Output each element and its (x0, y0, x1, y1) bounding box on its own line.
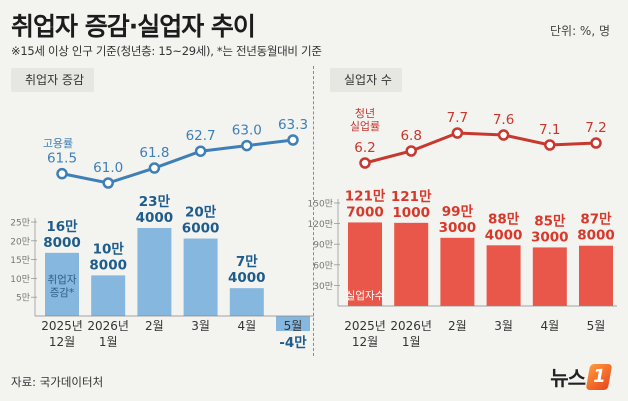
footnote: ※15세 이상 인구 기준(청년층: 15~29세), *는 전년동월대비 기준 (11, 44, 322, 58)
emp-bar (91, 275, 126, 316)
emp-bar (137, 228, 172, 316)
unemp-bar (486, 245, 521, 306)
emp-line-value-label: 61.5 (47, 151, 77, 167)
emp-line-series-label: 고용률 (43, 137, 73, 150)
emp-category-label: 3월 (191, 319, 210, 333)
emp-line-value-label: 61.8 (139, 145, 169, 161)
panel-label-unemployed: 실업자 수 (330, 68, 402, 92)
unemp-category-label: 2025년 12월 (344, 319, 386, 349)
emp-line-point (148, 162, 161, 174)
logo-text: 뉴스 (550, 366, 586, 390)
unemp-tick-label: 30만 (313, 281, 333, 292)
unemp-bar (394, 222, 429, 306)
emp-bar-value-label: -4만 (279, 335, 307, 351)
panel-label-employment: 취업자 증감 (11, 68, 95, 92)
unemp-tick-label: 90만 (313, 240, 333, 251)
unit-label: 단위: %, 명 (549, 24, 610, 38)
unemp-category-label: 4월 (540, 319, 559, 333)
emp-line-point (56, 167, 68, 180)
unemp-line-point (451, 127, 464, 139)
page-title: 취업자 증감·실업자 추이 (11, 12, 256, 41)
emp-line-point (102, 177, 114, 189)
unemp-line-value-label: 7.6 (493, 112, 514, 128)
unemp-bar-value-label: 121만 7000 (345, 188, 386, 220)
unemp-line-point (497, 129, 510, 141)
panel-divider (313, 66, 314, 356)
emp-tick-label: 10만 (10, 274, 30, 285)
emp-line-point (241, 139, 253, 152)
emp-line-value-label: 63.0 (232, 123, 262, 139)
emp-bar-value-label: 23만 4000 (136, 194, 174, 226)
unemp-line-point (359, 157, 371, 169)
emp-bar (229, 288, 264, 316)
emp-category-label: 2025년 12월 (41, 319, 83, 349)
emp-category-label: 2월 (145, 319, 164, 333)
unemp-bar-value-label: 85만 3000 (531, 213, 569, 245)
emp-category-label: 5월 (284, 319, 303, 333)
unemp-category-label: 3월 (494, 319, 513, 333)
logo-badge: 1 (585, 363, 613, 390)
emp-tick-label: 25만 (10, 218, 30, 229)
unemp-bar-value-label: 87만 8000 (577, 212, 615, 244)
emp-tick-label: 5만 (16, 293, 30, 304)
emp-bar-value-label: 7만 4000 (228, 254, 266, 286)
emp-bar-value-label: 20만 6000 (182, 205, 220, 237)
emp-category-label: 2026년 1월 (87, 319, 129, 349)
emp-line-point (287, 134, 299, 146)
unemp-line-series-label: 청년 실업률 (350, 107, 380, 133)
unemp-tick-label: 150만 (308, 199, 333, 210)
emp-bar (183, 238, 218, 316)
unemp-bar-value-label: 121만 1000 (391, 189, 432, 221)
unemp-category-label: 2026년 1월 (390, 319, 432, 349)
unemp-line-value-label: 7.2 (585, 120, 606, 136)
emp-line-value-label: 62.7 (186, 128, 216, 144)
unemp-bar (579, 245, 613, 306)
unemp-category-label: 2월 (448, 319, 467, 333)
unemp-bar (532, 247, 567, 306)
emp-bar-value-label: 16만 8000 (43, 219, 81, 251)
emp-line-value-label: 63.3 (278, 117, 308, 133)
unemp-bar (348, 222, 382, 306)
unemp-line-point (590, 137, 602, 149)
unemp-line-point (405, 145, 417, 157)
emp-bar (276, 316, 310, 332)
unemp-tick-label: 60만 (313, 260, 333, 271)
unemp-line-value-label: 7.7 (447, 110, 468, 126)
news1-logo: 뉴스 1 (550, 362, 613, 391)
unemp-bar-value-label: 99만 3000 (439, 204, 477, 236)
emp-tick-label: 20만 (10, 236, 30, 247)
emp-bar-series-label: 취업자 증감* (48, 273, 77, 299)
unemp-line-point (544, 139, 556, 151)
unemp-bar-series-label: 실업자수 (346, 289, 385, 302)
emp-line-series (61, 138, 294, 185)
emp-line-point (194, 145, 207, 157)
emp-category-label: 4월 (237, 319, 256, 333)
unemp-line-value-label: 7.1 (539, 122, 560, 138)
emp-line-value-label: 61.0 (93, 160, 123, 176)
unemp-line-value-label: 6.8 (400, 128, 421, 144)
unemp-tick-label: 120만 (308, 219, 333, 230)
unemp-line-value-label: 6.2 (354, 140, 375, 156)
unemp-category-label: 5월 (587, 319, 606, 333)
emp-bar-value-label: 10만 8000 (89, 241, 127, 273)
emp-bar (45, 252, 79, 316)
unemp-line-series (364, 131, 597, 165)
emp-tick-label: 15만 (10, 255, 30, 266)
unemp-bar-value-label: 88만 4000 (485, 211, 523, 243)
source-label: 자료: 국가데이터처 (11, 375, 104, 389)
unemp-bar (440, 237, 475, 306)
